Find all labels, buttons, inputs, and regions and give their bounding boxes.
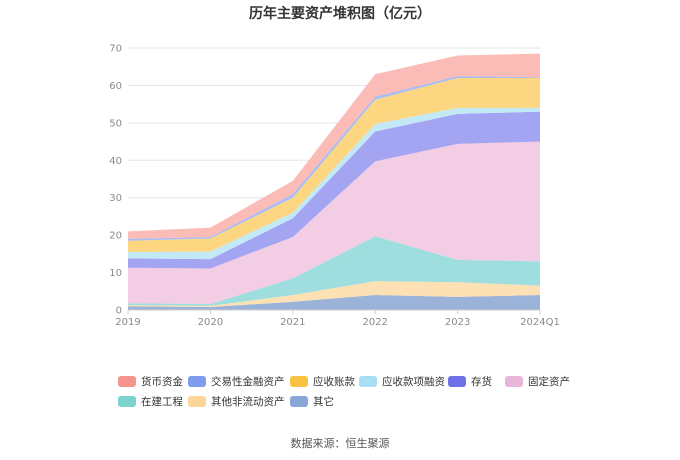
legend-label: 应收款项融资: [382, 375, 445, 388]
area-series-0: [128, 295, 540, 310]
area-series-8: [128, 53, 540, 239]
x-tick-label: 2019: [115, 317, 140, 328]
legend-swatch: [448, 376, 466, 387]
y-tick-label: 40: [109, 156, 122, 167]
area-series-4: [128, 111, 540, 269]
source-text: 数据来源：恒生聚源: [291, 436, 390, 450]
legend-swatch: [290, 376, 308, 387]
y-tick-label: 70: [109, 44, 122, 55]
legend-label: 应收账款: [313, 375, 355, 388]
legend-swatch: [505, 376, 523, 387]
legend-label: 其它: [313, 395, 334, 408]
y-tick-label: 30: [109, 193, 122, 204]
legend-swatch: [118, 376, 136, 387]
legend-label: 交易性金融资产: [211, 375, 285, 388]
area-layer: [128, 53, 540, 310]
legend-label: 货币资金: [141, 375, 183, 388]
area-series-1: [128, 281, 540, 308]
area-series-2: [128, 236, 540, 306]
legend-label: 在建工程: [141, 395, 183, 408]
y-tick-label: 50: [109, 118, 122, 129]
y-tick-label: 60: [109, 81, 122, 92]
legend-swatch: [359, 376, 377, 387]
y-tick-label: 20: [109, 231, 122, 242]
area-series-6: [128, 77, 540, 252]
legend-swatch: [188, 376, 206, 387]
area-series-3: [128, 141, 540, 305]
chart-title: 历年主要资产堆积图（亿元）: [249, 5, 431, 22]
legend-swatch: [188, 396, 206, 407]
legend-label: 其他非流动资产: [211, 395, 285, 408]
y-tick-label: 0: [116, 306, 122, 317]
y-tick-label: 10: [109, 268, 122, 279]
x-tick-label: 2023: [445, 317, 470, 328]
x-tick-label: 2021: [280, 317, 305, 328]
legend-label: 存货: [471, 375, 492, 388]
x-tick-label: 2022: [362, 317, 387, 328]
axis-layer: 0 10 20 30 40 50 60 70 2019 2020 2021 2022 2023 2024Q…: [109, 44, 560, 329]
legend-swatch: [290, 396, 308, 407]
legend-label: 固定资产: [528, 375, 570, 388]
x-tick-label: 2020: [198, 317, 223, 328]
legend-swatch: [118, 396, 136, 407]
x-tick-label: 2024Q1: [520, 317, 560, 328]
